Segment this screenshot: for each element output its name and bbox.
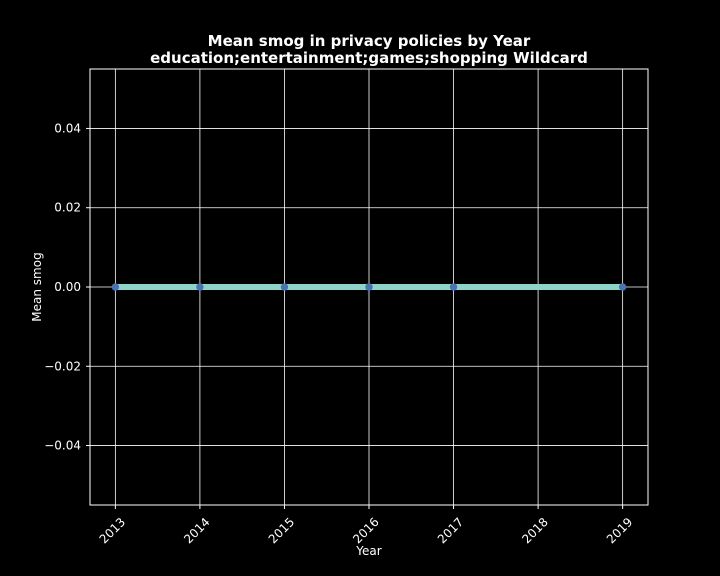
chart-title: Mean smog in privacy policies by Year	[208, 32, 531, 50]
y-axis-label: Mean smog	[30, 252, 44, 321]
y-tick-label: −0.02	[44, 359, 81, 373]
data-point	[449, 283, 458, 291]
data-point	[365, 283, 373, 291]
y-tick-label: 0.04	[54, 121, 81, 135]
chart-subtitle: education;entertainment;games;shopping W…	[150, 49, 588, 67]
y-tick-label: 0.00	[54, 280, 81, 294]
series-layer	[111, 283, 627, 291]
y-tick-label: 0.02	[54, 201, 81, 215]
x-axis-label: Year	[355, 544, 381, 558]
data-point	[111, 283, 120, 291]
y-tick-label: −0.04	[44, 439, 81, 453]
data-point	[280, 283, 289, 291]
y-axis-ticks: −0.04 −0.02 0.00 0.02 0.04	[44, 121, 90, 453]
data-point	[196, 283, 204, 291]
data-point	[618, 283, 627, 291]
